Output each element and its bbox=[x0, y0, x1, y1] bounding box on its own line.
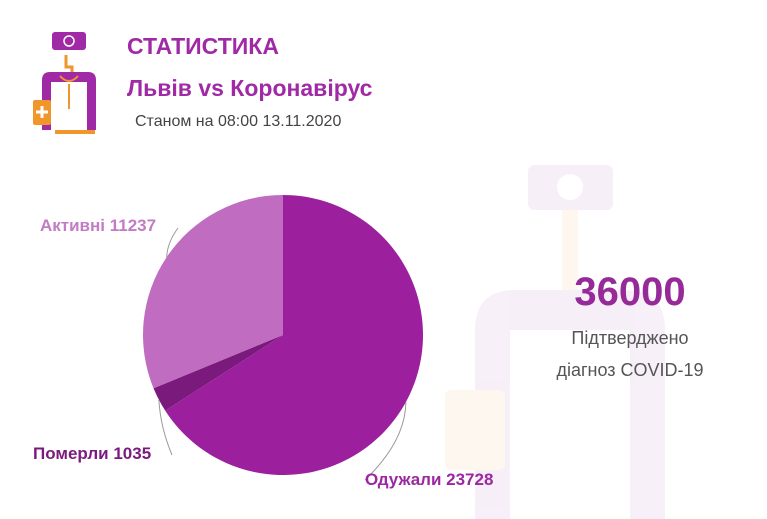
label-deaths: Померли 1035 bbox=[33, 444, 152, 463]
leader-lines bbox=[158, 227, 407, 481]
leader-line-slice-deaths bbox=[158, 399, 173, 456]
slice-recovered bbox=[165, 195, 423, 476]
total-caption-line2: діагноз COVID-19 bbox=[556, 360, 704, 380]
leader-line-slice-recovered bbox=[364, 402, 407, 481]
watermark-doctor-icon bbox=[445, 165, 665, 519]
total-confirmed: 36000 bbox=[574, 270, 686, 314]
label-recovered: Одужали 23728 bbox=[365, 470, 494, 489]
leader-line-slice-active bbox=[166, 227, 179, 258]
page-subtitle: Львів vs Коронавірус bbox=[127, 75, 373, 101]
page-title: СТАТИСТИКА bbox=[127, 33, 279, 59]
pie-chart bbox=[143, 195, 423, 476]
date-stamp: Станом на 08:00 13.11.2020 bbox=[135, 113, 342, 130]
slice-active bbox=[143, 195, 283, 389]
slice-deaths bbox=[153, 335, 283, 411]
logo-doctor-icon bbox=[33, 32, 96, 134]
total-caption-line1: Підтверджено bbox=[571, 328, 689, 348]
label-active: Активні 11237 bbox=[40, 216, 157, 235]
